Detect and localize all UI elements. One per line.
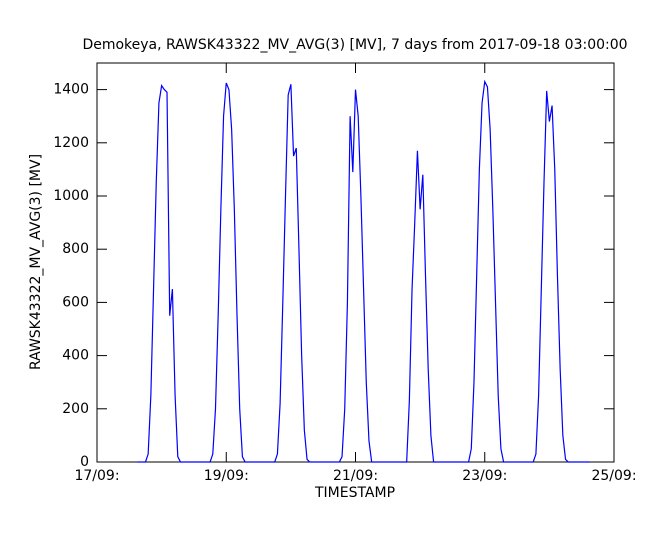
y-tick-label: 800 — [62, 241, 89, 257]
y-tick-label: 400 — [62, 348, 89, 364]
y-tick-label: 1400 — [53, 82, 89, 98]
y-tick-label: 200 — [62, 401, 89, 417]
x-tick-label: 23/09: — [462, 468, 507, 484]
y-axis-label: RAWSK43322_MV_AVG(3) [MV] — [28, 154, 44, 370]
y-tick-label: 1000 — [53, 188, 89, 204]
x-tick-label: 17/09: — [74, 468, 119, 484]
x-tick-label: 25/09: — [591, 468, 636, 484]
x-axis-label: TIMESTAMP — [314, 485, 395, 501]
data-line — [137, 79, 590, 463]
x-tick-label: 21/09: — [333, 468, 378, 484]
y-tick-label: 1200 — [53, 135, 89, 151]
y-tick-label: 600 — [62, 294, 89, 310]
y-tick-label: 0 — [80, 454, 89, 470]
chart-title: Demokeya, RAWSK43322_MV_AVG(3) [MV], 7 d… — [82, 37, 627, 53]
x-tick-label: 19/09: — [204, 468, 249, 484]
plot-frame — [96, 62, 615, 463]
